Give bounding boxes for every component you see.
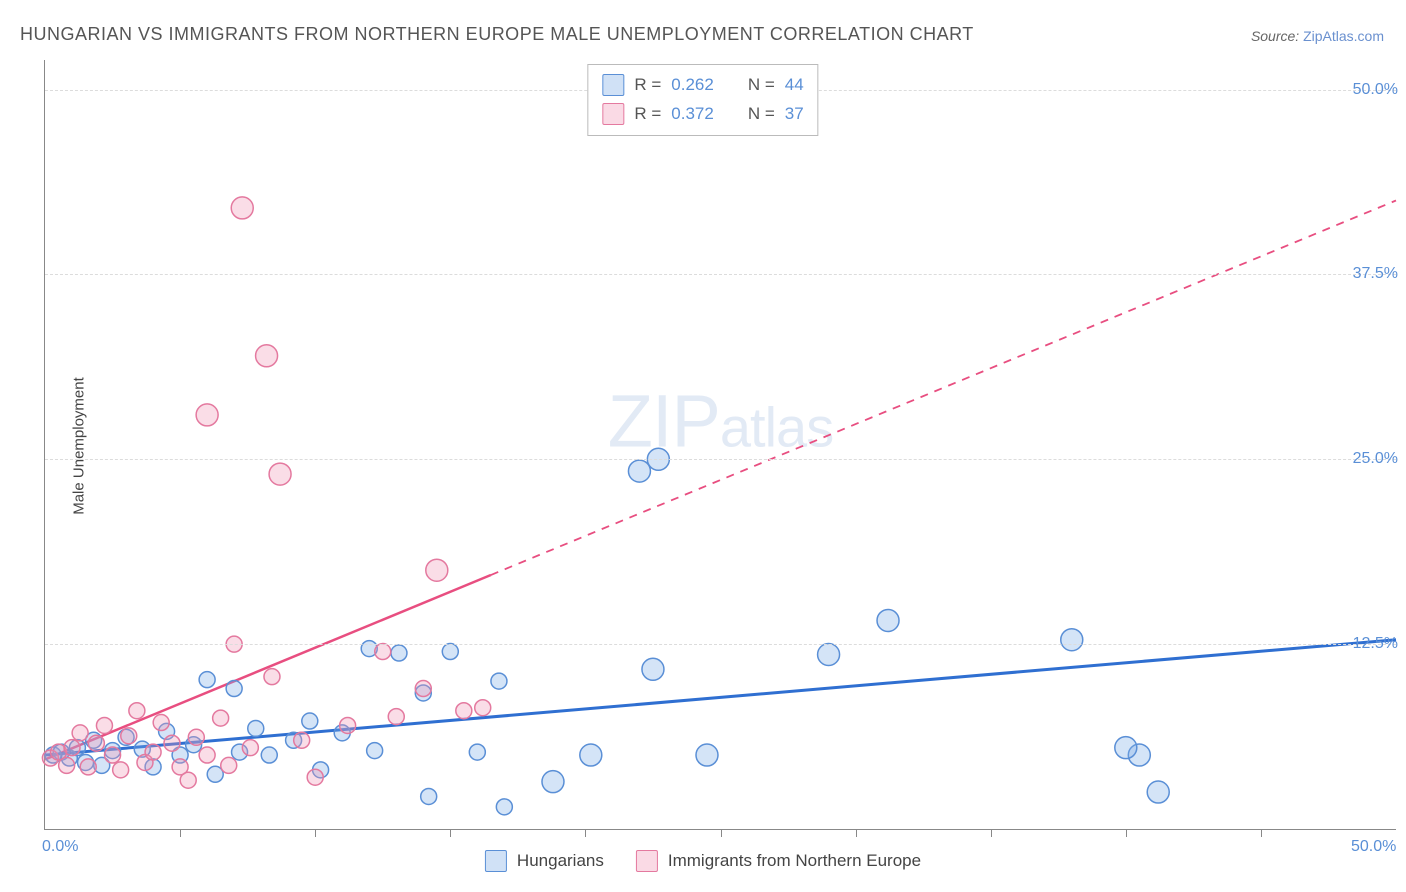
n-label: N = [748, 71, 775, 100]
data-point [59, 757, 75, 773]
data-point [388, 709, 404, 725]
xtick [856, 829, 857, 837]
data-point [696, 744, 718, 766]
series-legend: Hungarians Immigrants from Northern Euro… [485, 850, 921, 872]
xtick [450, 829, 451, 837]
xtick [585, 829, 586, 837]
data-point [72, 725, 88, 741]
data-point [221, 757, 237, 773]
scatter-svg [45, 60, 1396, 829]
data-point [105, 747, 121, 763]
data-point [426, 559, 448, 581]
data-point [196, 404, 218, 426]
data-point [199, 747, 215, 763]
data-point [391, 645, 407, 661]
n-value-blue: 44 [785, 71, 804, 100]
swatch-pink-icon [602, 103, 624, 125]
data-point [231, 197, 253, 219]
data-point [80, 759, 96, 775]
source-label: Source: [1251, 28, 1299, 44]
data-point [307, 769, 323, 785]
legend-row-pink: R = 0.372 N = 37 [602, 100, 803, 129]
r-label: R = [634, 100, 661, 129]
swatch-blue-icon [485, 850, 507, 872]
swatch-blue-icon [602, 74, 624, 96]
data-point [164, 735, 180, 751]
data-point [188, 729, 204, 745]
gridline [45, 274, 1396, 275]
data-point [1147, 781, 1169, 803]
source-value: ZipAtlas.com [1303, 28, 1384, 44]
data-point [491, 673, 507, 689]
data-point [264, 669, 280, 685]
legend-item-immigrants: Immigrants from Northern Europe [636, 850, 921, 872]
data-point [475, 700, 491, 716]
correlation-legend: R = 0.262 N = 44 R = 0.372 N = 37 [587, 64, 818, 136]
xtick [721, 829, 722, 837]
gridline [45, 644, 1396, 645]
data-point [628, 460, 650, 482]
xtick-label: 50.0% [1351, 838, 1396, 856]
data-point [261, 747, 277, 763]
data-point [469, 744, 485, 760]
n-label: N = [748, 100, 775, 129]
data-point [64, 740, 80, 756]
xtick-label: 0.0% [42, 838, 78, 856]
data-point [340, 717, 356, 733]
swatch-pink-icon [636, 850, 658, 872]
data-point [121, 728, 137, 744]
data-point [302, 713, 318, 729]
data-point [248, 720, 264, 736]
plot-area: ZIPatlas [44, 60, 1396, 830]
data-point [113, 762, 129, 778]
data-point [294, 732, 310, 748]
r-value-pink: 0.372 [671, 100, 714, 129]
chart-title: HUNGARIAN VS IMMIGRANTS FROM NORTHERN EU… [20, 24, 974, 45]
data-point [580, 744, 602, 766]
ytick-label: 25.0% [1353, 450, 1398, 468]
legend-label: Immigrants from Northern Europe [668, 851, 921, 871]
data-point [88, 735, 104, 751]
xtick [991, 829, 992, 837]
data-point [542, 771, 564, 793]
data-point [256, 345, 278, 367]
data-point [877, 609, 899, 631]
data-point [153, 715, 169, 731]
data-point [818, 643, 840, 665]
xtick [1261, 829, 1262, 837]
data-point [367, 743, 383, 759]
data-point [415, 681, 431, 697]
legend-row-blue: R = 0.262 N = 44 [602, 71, 803, 100]
ytick-label: 37.5% [1353, 265, 1398, 283]
source-attribution: Source: ZipAtlas.com [1251, 28, 1384, 44]
ytick-label: 12.5% [1353, 635, 1398, 653]
data-point [145, 744, 161, 760]
data-point [242, 740, 258, 756]
r-label: R = [634, 71, 661, 100]
data-point [421, 788, 437, 804]
xtick [1126, 829, 1127, 837]
data-point [1115, 737, 1137, 759]
gridline [45, 459, 1396, 460]
data-point [180, 772, 196, 788]
data-point [496, 799, 512, 815]
data-point [269, 463, 291, 485]
data-point [642, 658, 664, 680]
xtick [180, 829, 181, 837]
data-point [96, 717, 112, 733]
data-point [213, 710, 229, 726]
data-point [375, 644, 391, 660]
data-point [226, 681, 242, 697]
ytick-label: 50.0% [1353, 81, 1398, 99]
data-point [1061, 629, 1083, 651]
data-point [199, 672, 215, 688]
r-value-blue: 0.262 [671, 71, 714, 100]
n-value-pink: 37 [785, 100, 804, 129]
legend-item-hungarians: Hungarians [485, 850, 604, 872]
data-point [442, 644, 458, 660]
xtick [315, 829, 316, 837]
legend-label: Hungarians [517, 851, 604, 871]
data-point [129, 703, 145, 719]
data-point [456, 703, 472, 719]
